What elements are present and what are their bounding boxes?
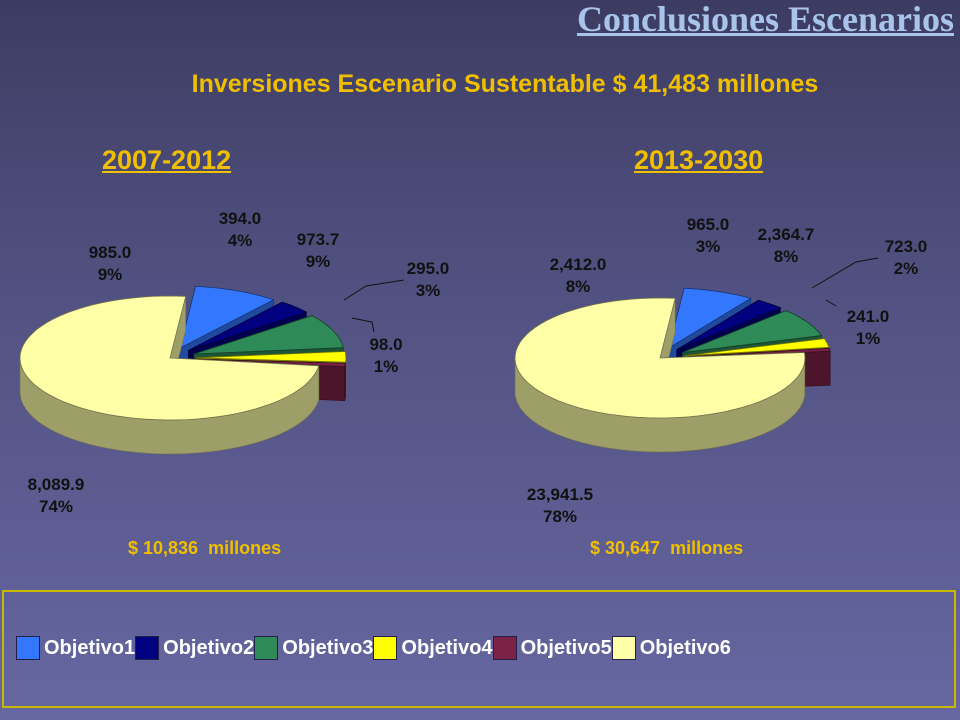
legend-item-objetivo4: Objetivo4	[373, 636, 493, 660]
percent-label-objetivo3: 9%	[306, 252, 331, 271]
value-label-objetivo1: 2,412.0	[550, 255, 607, 274]
legend-label-objetivo4: Objetivo4	[401, 636, 493, 659]
pie-chart-2007-2012: 985.0 9% 394.0 4% 973.7 9% 295.0 3% 98.0 1% 8,089.…	[19, 209, 450, 516]
percent-label-objetivo4: 3%	[416, 281, 441, 300]
chart-title-2013-2030: 2013-2030	[634, 145, 764, 175]
slice-objetivo6	[514, 297, 806, 453]
legend-item-objetivo2: Objetivo2	[135, 636, 254, 660]
chart-title-2007-2012: 2007-2012	[102, 145, 232, 175]
legend-item-objetivo3: Objetivo3	[254, 636, 373, 660]
legend-label-objetivo1: Objetivo1	[44, 636, 136, 659]
value-label-objetivo1: 985.0	[89, 243, 132, 262]
leader-line-objetivo5	[351, 317, 375, 333]
legend-item-objetivo1: Objetivo1	[16, 636, 135, 660]
legend-swatch-objetivo3	[254, 636, 279, 660]
value-label-objetivo3: 973.7	[297, 230, 340, 249]
legend-item-objetivo5: Objetivo5	[492, 636, 612, 660]
leader-line-objetivo5	[825, 299, 837, 307]
percent-label-objetivo2: 3%	[696, 237, 721, 256]
percent-label-objetivo6: 74%	[39, 497, 73, 516]
percent-label-objetivo5: 1%	[374, 357, 399, 376]
percent-label-objetivo2: 4%	[228, 231, 253, 250]
slide-subtitle: Inversiones Escenario Sustentable $ 41,4…	[191, 70, 819, 98]
percent-label-objetivo6: 78%	[543, 507, 577, 526]
legend-swatch-objetivo2	[135, 636, 160, 660]
percent-label-objetivo3: 8%	[774, 247, 799, 266]
total-2013-2030: $ 30,647 millones	[590, 538, 744, 558]
value-label-objetivo2: 394.0	[219, 209, 262, 228]
pie-charts: 985.0 9% 394.0 4% 973.7 9% 295.0 3% 98.0 1% 8,089.…	[19, 209, 928, 526]
legend-swatch-objetivo4	[373, 636, 398, 660]
legend-label-objetivo3: Objetivo3	[282, 636, 374, 659]
percent-label-objetivo5: 1%	[856, 329, 881, 348]
legend-row: Objetivo1 Objetivo2 Objetivo3 Objetivo4 Obje…	[16, 636, 731, 660]
leader-line-objetivo4	[343, 279, 405, 301]
leader-line-objetivo4	[811, 257, 879, 289]
value-label-objetivo2: 965.0	[687, 215, 730, 234]
percent-label-objetivo1: 9%	[98, 265, 123, 284]
value-label-objetivo3: 2,364.7	[758, 225, 815, 244]
legend-label-objetivo5: Objetivo5	[520, 636, 612, 659]
total-2007-2012: $ 10,836 millones	[128, 538, 282, 558]
percent-label-objetivo4: 2%	[894, 259, 919, 278]
slide-title: Conclusiones Escenarios	[576, 0, 954, 39]
slice-objetivo6	[19, 295, 320, 455]
value-label-objetivo4: 723.0	[885, 237, 928, 256]
legend-swatch-objetivo1	[16, 636, 40, 660]
legend-swatch-objetivo5	[492, 636, 517, 660]
percent-label-objetivo1: 8%	[566, 277, 591, 296]
legend-label-objetivo2: Objetivo2	[163, 636, 255, 659]
value-label-objetivo6: 8,089.9	[28, 475, 85, 494]
legend-item-objetivo6: Objetivo6	[611, 636, 731, 660]
legend: Objetivo1 Objetivo2 Objetivo3 Objetivo4 Obje…	[2, 590, 956, 708]
value-label-objetivo4: 295.0	[407, 259, 450, 278]
value-label-objetivo6: 23,941.5	[527, 485, 593, 504]
legend-label-objetivo6: Objetivo6	[639, 636, 731, 659]
value-label-objetivo5: 241.0	[847, 307, 890, 326]
pie-chart-2013-2030: 2,412.0 8% 965.0 3% 2,364.7 8% 723.0 2% 241.0 1% 2…	[514, 215, 928, 526]
value-label-objetivo5: 98.0	[369, 335, 402, 354]
legend-swatch-objetivo6	[611, 636, 636, 660]
